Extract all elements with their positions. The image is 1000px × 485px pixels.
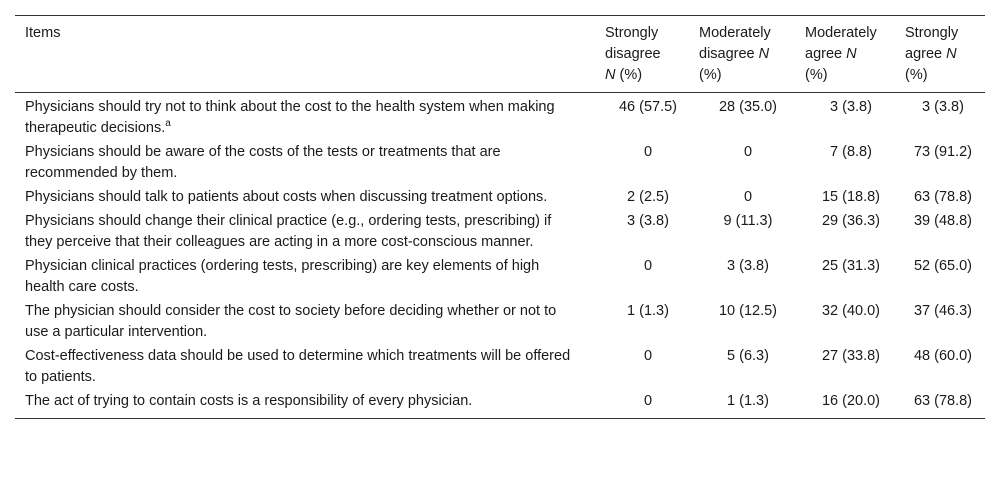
item-cell: The act of trying to contain costs is a …: [15, 389, 601, 419]
moderately-disagree-cell: 0: [743, 144, 753, 160]
header-moderately-disagree: Moderately disagree N (%): [695, 15, 801, 93]
moderately-agree-cell: 3 (3.8): [830, 99, 872, 115]
moderately-disagree-cell: 1 (1.3): [695, 389, 801, 419]
table-row: Physicians should talk to patients about…: [15, 185, 985, 209]
strongly-agree-cell: 39 (48.8): [913, 213, 973, 229]
moderately-agree-cell: 27 (33.8): [821, 348, 881, 364]
moderately-disagree-cell: 3 (3.8): [727, 258, 769, 274]
strongly-disagree-cell: 1 (1.3): [627, 303, 669, 319]
moderately-disagree-cell: 0: [743, 189, 753, 205]
strongly-disagree-cell: 46 (57.5): [618, 99, 678, 115]
moderately-agree-cell: 29 (36.3): [821, 213, 881, 229]
strongly-agree-cell: 48 (60.0): [913, 348, 973, 364]
item-cell: Physicians should be aware of the costs …: [25, 144, 501, 181]
strongly-disagree-cell: 2 (2.5): [627, 189, 669, 205]
moderately-agree-cell: 16 (20.0): [801, 389, 901, 419]
strongly-disagree-cell: 0: [643, 144, 653, 160]
table-row: Physician clinical practices (ordering t…: [15, 254, 985, 299]
footnote-marker: a: [165, 118, 171, 130]
header-items: Items: [15, 15, 601, 93]
strongly-disagree-cell: 3 (3.8): [627, 213, 669, 229]
item-cell: The physician should consider the cost t…: [25, 303, 557, 340]
strongly-agree-cell: 37 (46.3): [913, 303, 973, 319]
strongly-disagree-cell: 0: [601, 389, 695, 419]
item-cell: Cost-effectiveness data should be used t…: [25, 348, 571, 385]
table-row: Cost-effectiveness data should be used t…: [15, 344, 985, 389]
item-cell: Physician clinical practices (ordering t…: [25, 258, 540, 295]
moderately-disagree-cell: 28 (35.0): [718, 99, 778, 115]
strongly-agree-cell: 63 (78.8): [901, 389, 985, 419]
moderately-agree-cell: 15 (18.8): [821, 189, 881, 205]
item-cell: Physicians should change their clinical …: [25, 213, 552, 250]
moderately-disagree-cell: 9 (11.3): [723, 213, 773, 229]
moderately-agree-cell: 7 (8.8): [830, 144, 872, 160]
table-body: Physicians should try not to think about…: [15, 93, 985, 419]
moderately-agree-cell: 25 (31.3): [821, 258, 881, 274]
moderately-disagree-cell: 10 (12.5): [718, 303, 778, 319]
table-row: The physician should consider the cost t…: [15, 299, 985, 344]
strongly-agree-cell: 3 (3.8): [922, 99, 964, 115]
table-row: Physicians should be aware of the costs …: [15, 140, 985, 185]
table-row: Physicians should try not to think about…: [15, 93, 985, 141]
header-strongly-agree: Strongly agree N (%): [901, 15, 985, 93]
item-cell: Physicians should talk to patients about…: [25, 189, 548, 205]
header-strongly-disagree: Strongly disagree N (%): [601, 15, 695, 93]
strongly-disagree-cell: 0: [643, 258, 653, 274]
table-header: Items Strongly disagree N (%) Moderately…: [15, 15, 985, 93]
moderately-disagree-cell: 5 (6.3): [727, 348, 769, 364]
item-cell: Physicians should try not to think about…: [25, 99, 555, 136]
strongly-disagree-cell: 0: [643, 348, 653, 364]
survey-table-container: Items Strongly disagree N (%) Moderately…: [15, 15, 985, 419]
survey-results-table: Items Strongly disagree N (%) Moderately…: [15, 15, 985, 419]
table-row: Physicians should change their clinical …: [15, 209, 985, 254]
header-moderately-agree: Moderately agree N (%): [801, 15, 901, 93]
strongly-agree-cell: 63 (78.8): [913, 189, 973, 205]
strongly-agree-cell: 73 (91.2): [913, 144, 973, 160]
moderately-agree-cell: 32 (40.0): [821, 303, 881, 319]
strongly-agree-cell: 52 (65.0): [913, 258, 973, 274]
table-row: The act of trying to contain costs is a …: [15, 389, 985, 419]
